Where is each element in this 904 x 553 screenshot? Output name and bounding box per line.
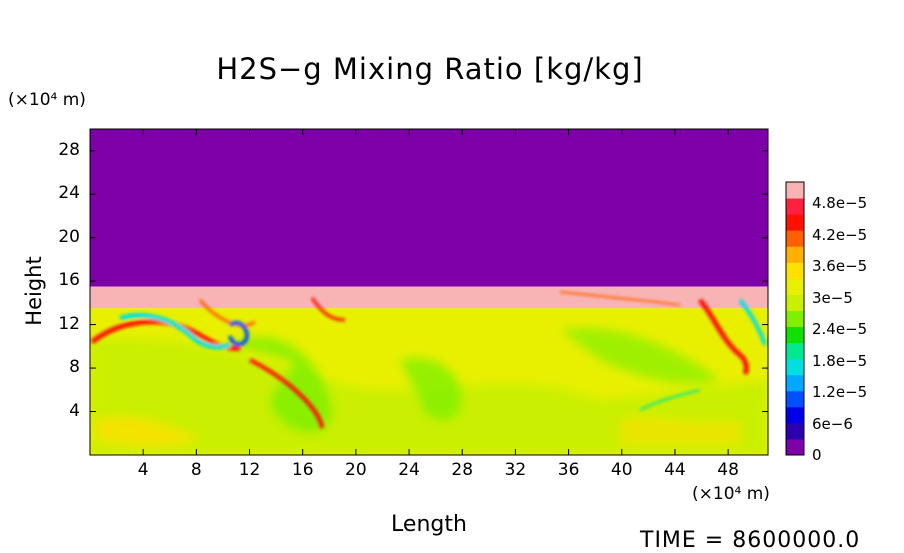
colorbar-tick-label: 3.6e−5 xyxy=(812,257,868,275)
heatmap-field xyxy=(90,129,768,455)
region-upper-layer xyxy=(90,129,768,287)
axis-ticks xyxy=(90,129,768,455)
y-tick-label: 8 xyxy=(69,357,80,378)
y-axis-unit: (×10⁴ m) xyxy=(8,90,86,110)
colorbar-segment xyxy=(786,182,804,199)
colorbar-tick-label: 4.2e−5 xyxy=(812,225,868,244)
colorbar-segment xyxy=(786,294,804,311)
colorbar-segment xyxy=(786,438,804,456)
y-tick-label: 28 xyxy=(58,139,80,160)
colorbar-segment xyxy=(786,246,804,263)
colorbar-segment xyxy=(786,278,804,295)
colorbar-segment xyxy=(786,326,804,344)
y-tick-label: 12 xyxy=(58,313,80,334)
y-tick-label: 16 xyxy=(58,270,80,291)
colorbar-tick-label: 2.4e−5 xyxy=(812,320,868,338)
chart-title: H2S−g Mixing Ratio [kg/kg] xyxy=(216,52,644,86)
colorbar-segment xyxy=(786,390,804,408)
colorbar-segment xyxy=(786,230,804,247)
colorbar-tick-label: 0 xyxy=(812,446,822,464)
colorbar-tick-label: 1.2e−5 xyxy=(812,383,868,401)
colorbar-segment xyxy=(786,342,804,360)
plot-frame xyxy=(89,128,769,456)
x-tick-label: 12 xyxy=(238,460,261,480)
y-tick-label: 24 xyxy=(58,183,80,204)
colorbar-segment xyxy=(786,422,804,440)
x-tick-label: 32 xyxy=(504,460,527,480)
x-tick-label: 40 xyxy=(610,460,633,480)
region-top-band xyxy=(90,286,768,309)
y-tick-label: 4 xyxy=(69,400,80,421)
colorbar-segment xyxy=(786,310,804,328)
x-tick-label: 16 xyxy=(291,460,314,480)
x-axis-label: Length xyxy=(391,512,467,537)
colorbar-segment xyxy=(786,214,804,231)
colorbar-segment xyxy=(786,358,804,376)
x-axis-unit: (×10⁴ m) xyxy=(692,484,770,504)
colorbar-segment xyxy=(786,262,804,279)
colorbar-tick-label: 6e−6 xyxy=(812,414,853,433)
y-tick-label: 20 xyxy=(58,226,80,247)
colorbar xyxy=(785,181,805,456)
colorbar-tick-label: 4.8e−5 xyxy=(812,194,868,212)
x-tick-label: 48 xyxy=(717,460,739,480)
colorbar-segment xyxy=(786,374,804,392)
x-tick-label: 8 xyxy=(190,460,202,480)
colorbar-tick-label: 1.8e−5 xyxy=(812,351,868,370)
x-tick-label: 24 xyxy=(398,460,420,480)
x-tick-label: 4 xyxy=(137,460,149,480)
colorbar-tick-label: 3e−5 xyxy=(812,288,853,307)
colorbar-segment xyxy=(786,406,804,424)
colorbar-frame xyxy=(785,181,805,456)
field-structures xyxy=(90,291,767,429)
colorbar-segment xyxy=(786,198,804,215)
x-tick-label: 28 xyxy=(451,460,474,480)
x-tick-label: 20 xyxy=(345,460,367,480)
x-tick-label: 36 xyxy=(557,460,580,480)
x-tick-label: 44 xyxy=(664,460,686,480)
